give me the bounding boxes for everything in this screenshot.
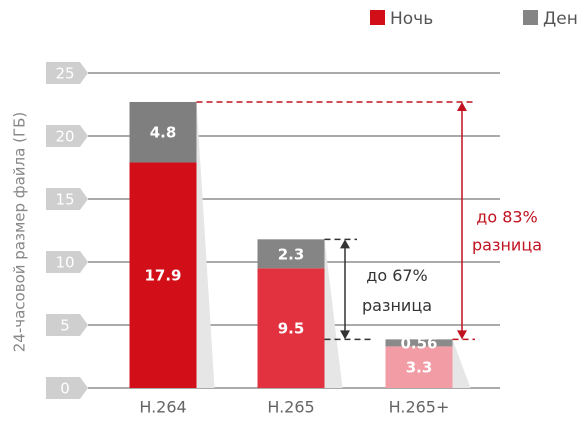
value-label: 2.3 [278,245,305,263]
annotation-text: разница [362,296,432,315]
legend-swatch [523,10,538,25]
annotation-text: до 67% [366,266,428,285]
annotation-text: разница [472,236,542,255]
bar-segment [129,101,197,163]
bar-segment [385,346,453,388]
y-tick-label: 0 [60,380,70,398]
arrow-83-head [457,330,467,340]
bar-shadow [196,101,215,388]
y-tick-box [46,62,88,84]
value-label: 3.3 [406,359,433,377]
x-tick-label: H.265+ [389,398,450,417]
bar-shadow [452,339,471,388]
bar-segment [257,239,325,269]
legend-label: День [543,9,579,29]
y-axis-label: 24-часовой размер файла (ГБ) [11,112,29,353]
y-tick-box [46,251,88,273]
bar-shadow [324,239,343,388]
arrow-67-head [340,330,350,340]
y-tick-box [46,377,88,399]
value-label: 4.8 [150,124,177,142]
y-tick-box [46,314,88,336]
value-label: 17.9 [144,267,181,285]
value-label: 0.56 [400,334,437,352]
annotation-text: до 83% [476,208,538,227]
y-tick-box [46,188,88,210]
legend-swatch [370,10,385,25]
y-tick-label: 25 [55,65,74,83]
y-tick-label: 15 [55,191,74,209]
bar-segment [129,162,197,388]
x-tick-label: H.264 [139,398,186,417]
y-tick-label: 5 [60,317,70,335]
arrow-67-head [340,239,350,249]
y-tick-label: 10 [55,254,74,272]
y-tick-box [46,125,88,147]
bar-segment [257,268,325,388]
bar-segment [385,339,453,347]
x-tick-label: H.265 [267,398,314,417]
arrow-83-head [457,101,467,111]
y-tick-label: 20 [55,128,74,146]
legend-label: Ночь [390,9,433,29]
value-label: 9.5 [278,320,305,338]
